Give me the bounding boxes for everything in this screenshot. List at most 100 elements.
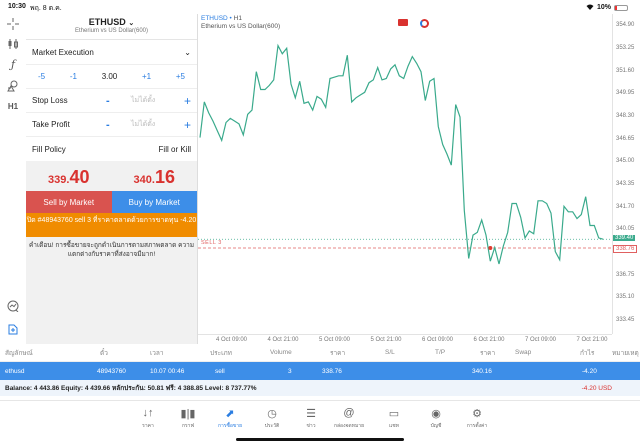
volume-minus5-button[interactable]: -5 — [38, 72, 46, 81]
chart-toolbar: ƒ H1 — [0, 14, 26, 344]
mailbox-icon: @ — [343, 407, 355, 419]
table-row[interactable]: ethusd 48943760 10.07 00:46 sell 3 338.76 340.… — [0, 362, 640, 380]
account-icon: ◉ — [431, 408, 441, 420]
bid-price-main: 339. — [48, 174, 70, 186]
objects-icon[interactable] — [0, 80, 26, 95]
time-axis-tick: 7 Oct 09:00 — [525, 337, 557, 343]
column-header[interactable]: T/P — [435, 349, 446, 356]
symbol-name: ETHUSD — [88, 17, 126, 27]
symbol-selector[interactable]: ETHUSD ⌄ Etherium vs US Dollar(600) — [26, 14, 197, 40]
price-axis-tick: 333.45 — [616, 316, 635, 323]
news-icon: ☰ — [306, 408, 316, 420]
table-cell: 3 — [288, 367, 292, 375]
one-click-trading-icon[interactable] — [398, 19, 408, 26]
fill-policy-select[interactable]: Fill Policy Fill or Kill — [26, 137, 197, 161]
time-axis[interactable]: 4 Oct 09:00 4 Oct 21:00 5 Oct 09:00 5 Oct 2… — [198, 334, 612, 344]
take-profit-minus-button[interactable]: - — [106, 118, 110, 131]
tab-settings[interactable]: ⚙ การตั้งค่า — [455, 407, 499, 430]
table-header: สัญลักษณ์ ตั๋ว เวลา ประเภท Volume ราคา S/L T/P ร… — [0, 344, 640, 362]
column-header[interactable]: ตั๋ว — [100, 349, 108, 357]
stop-loss-label: Stop Loss — [32, 96, 68, 105]
fill-policy-label: Fill Policy — [32, 144, 66, 154]
new-order-icon[interactable] — [0, 324, 26, 338]
column-header[interactable]: สัญลักษณ์ — [5, 349, 33, 357]
chart-description: Etherium vs US Dollar(600) — [201, 23, 281, 30]
tab-news[interactable]: ☰ ข่าว — [289, 407, 333, 430]
column-header[interactable]: Volume — [270, 349, 292, 356]
column-header[interactable]: กำไร — [580, 349, 595, 357]
account-summary-text: Balance: 4 443.86 Equity: 4 439.66 หลักป… — [5, 385, 257, 392]
account-summary: Balance: 4 443.86 Equity: 4 439.66 หลักป… — [0, 380, 640, 396]
current-price-tag: 339.40 — [613, 235, 636, 242]
stop-loss-row: Stop Loss - ไม่ได้ตั้ง + — [26, 89, 197, 113]
time-axis-tick: 4 Oct 21:00 — [267, 337, 299, 343]
table-cell: 48943760 — [97, 367, 126, 375]
take-profit-input[interactable]: ไม่ได้ตั้ง — [131, 121, 156, 128]
order-panel: ETHUSD ⌄ Etherium vs US Dollar(600) Mark… — [26, 14, 198, 344]
total-profit: -4.20 USD — [581, 384, 612, 392]
chart-symbol: ETHUSD — [201, 15, 228, 22]
bottom-tab-bar: ↓↑ ราคา ▮|▮ กราฟ ⬈ การซื้อขาย ◷ ประวัติ ☰ ข่าว @ กล… — [0, 400, 640, 447]
market-warning: คำเตือน! การซื้อขายจะถูกดำเนินการตามสภาพ… — [28, 242, 195, 258]
price-chart[interactable]: ETHUSD • H1 Etherium vs US Dollar(600) S… — [198, 14, 640, 344]
price-display: 339.40 340.16 — [26, 161, 197, 191]
tab-mailbox[interactable]: @ กล่องจดหมาย — [327, 407, 371, 430]
volume-minus1-button[interactable]: -1 — [69, 72, 77, 81]
column-header[interactable]: ประเภท — [210, 349, 232, 357]
trade-levels-icon[interactable] — [420, 19, 429, 28]
tab-label: บัญชี — [430, 423, 442, 429]
column-header[interactable]: เวลา — [150, 349, 164, 357]
stop-loss-input[interactable]: ไม่ได้ตั้ง — [131, 97, 156, 104]
time-axis-tick: 7 Oct 21:00 — [576, 337, 608, 343]
trade-chart-icon[interactable] — [0, 300, 26, 315]
tab-label: ประวัติ — [264, 423, 280, 429]
price-axis-tick: 349.95 — [616, 90, 635, 97]
tab-trade[interactable]: ⬈ การซื้อขาย — [208, 407, 252, 430]
tab-label: แชท — [389, 423, 399, 429]
battery-percent: 10% — [596, 4, 611, 11]
take-profit-plus-button[interactable]: + — [183, 117, 191, 132]
volume-stepper: -5 -1 3.00 +1 +5 — [26, 65, 197, 89]
column-header[interactable]: Swap — [515, 349, 532, 356]
stop-loss-minus-button[interactable]: - — [106, 94, 110, 107]
history-icon: ◷ — [267, 408, 277, 420]
execution-type-select[interactable]: Market Execution ⌄ — [26, 40, 197, 65]
price-axis-tick: 351.60 — [616, 67, 635, 74]
price-axis-tick: 340.05 — [616, 226, 635, 233]
column-header[interactable]: S/L — [385, 349, 395, 356]
time-axis-tick: 5 Oct 21:00 — [370, 337, 402, 343]
tab-quotes[interactable]: ↓↑ ราคา — [126, 407, 170, 430]
column-header[interactable]: หมายเหตุ — [612, 349, 639, 357]
chart-line-plot — [198, 43, 612, 265]
table-cell: 338.76 — [322, 367, 342, 375]
timeframe-h1-button[interactable]: H1 — [7, 102, 19, 111]
bid-price: 339.40 — [26, 161, 112, 191]
table-cell: 340.16 — [472, 367, 492, 375]
quotes-icon: ↓↑ — [142, 407, 154, 419]
tab-label: ราคา — [142, 423, 154, 429]
column-header[interactable]: ราคา — [480, 349, 496, 357]
volume-input[interactable]: 3.00 — [101, 72, 118, 81]
symbol-description: Etherium vs US Dollar(600) — [74, 28, 149, 34]
column-header[interactable]: ราคา — [330, 349, 346, 357]
tab-account[interactable]: ◉ บัญชี — [414, 407, 458, 430]
stop-loss-plus-button[interactable]: + — [183, 93, 191, 108]
time-axis-tick: 4 Oct 09:00 — [216, 337, 248, 343]
function-icon[interactable]: ƒ — [10, 58, 16, 71]
candlestick-icon[interactable] — [0, 38, 26, 53]
volume-plus5-button[interactable]: +5 — [175, 72, 185, 81]
table-cell: -4.20 — [582, 367, 597, 375]
crosshair-icon[interactable] — [0, 18, 26, 33]
tab-label: การซื้อขาย — [217, 423, 243, 429]
price-axis[interactable]: 354.90 353.25 351.60 349.95 348.30 346.65 345.… — [612, 14, 640, 334]
tab-history[interactable]: ◷ ประวัติ — [250, 407, 294, 430]
price-axis-tick: 346.65 — [616, 135, 635, 142]
chevron-down-icon: ⌄ — [184, 47, 191, 57]
volume-plus1-button[interactable]: +1 — [141, 72, 152, 81]
chat-icon: ▭ — [388, 408, 400, 420]
tab-chart[interactable]: ▮|▮ กราฟ — [166, 407, 210, 430]
status-date: พฤ. 8 ต.ค. — [30, 5, 62, 12]
sell-by-market-button[interactable]: Sell by Market — [26, 191, 112, 213]
buy-by-market-button[interactable]: Buy by Market — [111, 191, 197, 213]
tab-chat[interactable]: ▭ แชท — [372, 407, 416, 430]
